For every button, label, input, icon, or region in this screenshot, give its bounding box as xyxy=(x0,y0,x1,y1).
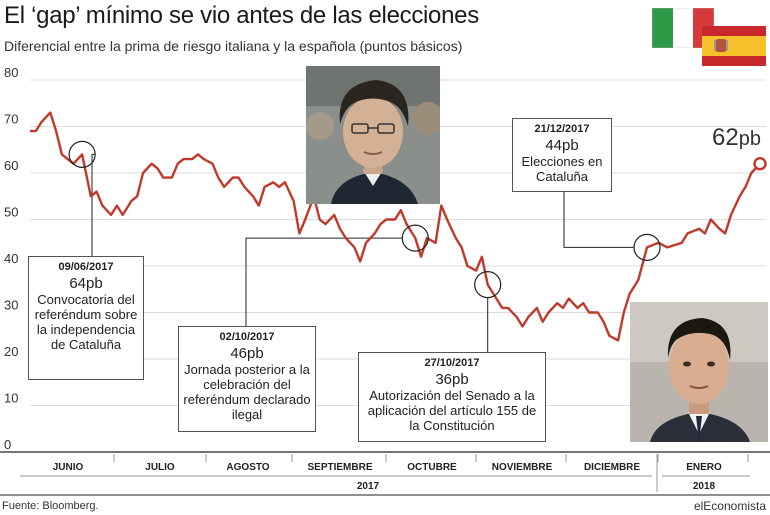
last-value-number: 62 xyxy=(712,124,739,151)
x-axis: JUNIO JULIO AGOSTO SEPTIEMBRE OCTUBRE NOVIEMB… xyxy=(0,451,770,496)
annotation-date: 02/10/2017 xyxy=(219,331,275,343)
highlight-circle xyxy=(474,271,502,299)
brand-logo: elEconomista xyxy=(693,499,766,513)
highlight-circle xyxy=(68,140,96,168)
highlight-circle xyxy=(401,224,429,252)
x-tick-label: JULIO xyxy=(145,462,175,473)
y-tick-label: 30 xyxy=(4,298,18,313)
x-tick-label: DICIEMBRE xyxy=(584,462,640,473)
y-tick-label: 0 xyxy=(4,437,11,452)
y-tick-label: 40 xyxy=(4,251,18,266)
annotation-value: 64pb xyxy=(69,275,103,292)
annotation-text: Convocatoria del referéndum sobre la ind… xyxy=(34,292,138,352)
highlight-circle xyxy=(633,233,661,261)
portrait-photo-2 xyxy=(630,302,768,442)
x-tick-label: ENERO xyxy=(686,462,722,473)
annotation-text: Jornada posterior a la celebración del r… xyxy=(183,362,311,422)
annotation-box-4: 21/12/2017 44pb Elecciones en Cataluña xyxy=(512,118,612,192)
leader-line xyxy=(563,192,635,248)
x-tick-label: SEPTIEMBRE xyxy=(307,462,372,473)
annotation-text: Elecciones en Cataluña xyxy=(521,154,603,184)
annotation-leaders xyxy=(91,153,635,352)
y-axis: 0 10 20 30 40 50 60 70 80 xyxy=(4,65,18,452)
series-line xyxy=(30,111,761,342)
annotation-date: 21/12/2017 xyxy=(534,123,590,135)
y-tick-label: 70 xyxy=(4,112,18,127)
annotation-box-3: 27/10/2017 36pb Autorización del Senado … xyxy=(358,352,546,442)
leader-line xyxy=(91,153,96,256)
chart-title: El ‘gap’ mínimo se vio antes de las elec… xyxy=(4,2,479,29)
x-tick-label: JUNIO xyxy=(53,462,84,473)
spain-flag-icon xyxy=(702,26,766,66)
x-tick-label: OCTUBRE xyxy=(407,462,457,473)
annotation-value: 46pb xyxy=(230,345,264,362)
annotation-box-2: 02/10/2017 46pb Jornada posterior a la c… xyxy=(178,326,316,432)
y-tick-label: 80 xyxy=(4,65,18,80)
source-note: Fuente: Bloomberg. xyxy=(2,500,99,512)
annotation-date: 09/06/2017 xyxy=(58,261,114,273)
annotation-value: 44pb xyxy=(545,137,579,154)
leader-line xyxy=(245,237,403,326)
x-tick-label: NOVIEMBRE xyxy=(492,462,553,473)
annotation-date: 27/10/2017 xyxy=(424,357,480,369)
year-label: 2018 xyxy=(693,481,716,492)
y-tick-label: 60 xyxy=(4,158,18,173)
highlight-markers xyxy=(68,140,767,299)
y-tick-label: 10 xyxy=(4,391,18,406)
chart-subtitle: Diferencial entre la prima de riesgo ita… xyxy=(4,38,463,54)
last-value-unit: pb xyxy=(738,128,761,150)
last-value-marker xyxy=(753,156,767,171)
last-value-label: 62pb xyxy=(712,124,761,152)
annotation-text: Autorización del Senado a la aplicación … xyxy=(367,388,537,433)
x-tick-label: AGOSTO xyxy=(226,462,269,473)
annotation-value: 36pb xyxy=(435,371,469,388)
series-layer xyxy=(30,111,761,342)
portrait-photo-1 xyxy=(306,66,444,204)
y-tick-label: 20 xyxy=(4,344,18,359)
y-tick-label: 50 xyxy=(4,205,18,220)
year-label: 2017 xyxy=(357,481,380,492)
annotation-box-1: 09/06/2017 64pb Convocatoria del referén… xyxy=(28,256,144,380)
